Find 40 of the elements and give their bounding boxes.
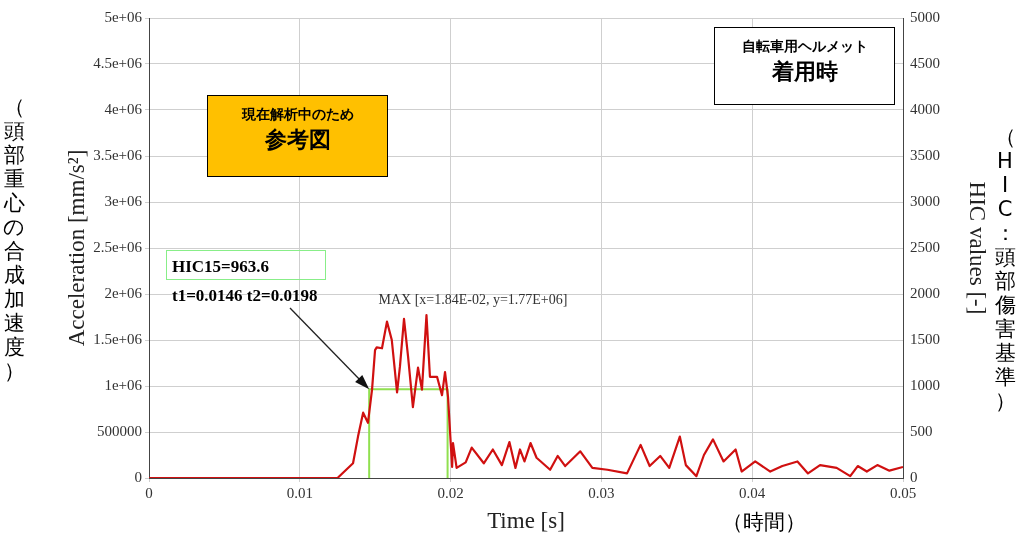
y-tick-label: 4.5e+06 [93, 54, 143, 71]
y2-tick-label: 500 [910, 422, 933, 439]
x-axis-title: Time [s] [487, 508, 565, 534]
annotation: HIC15=963.6 [172, 256, 271, 278]
y2-tick-label: 2000 [910, 284, 940, 301]
annotation: t1=0.0146 t2=0.0198 [172, 286, 318, 305]
y2-tick-label: 1000 [910, 376, 940, 393]
y-tick-label: 1e+06 [104, 376, 143, 393]
y2-tick-label: 2500 [910, 238, 940, 255]
y-axis-title: Acceleration [mm/s²] [63, 149, 89, 347]
y2-tick-label: 3000 [910, 192, 940, 209]
y2-tick-label: 3500 [910, 146, 940, 163]
x-tick-label: 0.02 [437, 484, 464, 501]
y2-tick-label: 4500 [910, 54, 940, 71]
text: （時間） [722, 509, 806, 536]
y2-tick-label: 4000 [910, 100, 940, 117]
y2-tick-label: 0 [910, 468, 918, 485]
annotation: 自転車用ヘルメット [740, 37, 869, 56]
annotation: 参考図 [263, 126, 332, 155]
text: （頭部重心の合成加速度） [3, 95, 25, 383]
annotation: 着用時 [770, 58, 839, 87]
y-tick-label: 1.5e+06 [93, 330, 143, 347]
y-tick-label: 500000 [97, 422, 142, 439]
y-tick-label: 2e+06 [104, 284, 143, 301]
y-tick-label: 0 [134, 468, 142, 485]
y-tick-label: 2.5e+06 [93, 238, 143, 255]
annotation: 現在解析中のため [240, 105, 355, 124]
y2-tick-label: 5000 [910, 8, 940, 25]
y-tick-label: 3e+06 [104, 192, 143, 209]
y-tick-label: 4e+06 [104, 100, 143, 117]
x-tick-label: 0.03 [588, 484, 615, 501]
y-tick-label: 3.5e+06 [93, 146, 143, 163]
text: （HIC：頭部傷害基準） [994, 125, 1016, 413]
annotation: MAX [x=1.84E-02, y=1.77E+06] [378, 291, 568, 307]
y-tick-label: 5e+06 [104, 8, 143, 25]
x-tick-label: 0.04 [739, 484, 766, 501]
x-tick-label: 0.01 [286, 484, 313, 501]
y2-axis-title: HIC values [-] [965, 181, 991, 315]
y2-tick-label: 1500 [910, 330, 940, 347]
x-tick-label: 0.05 [889, 484, 917, 501]
